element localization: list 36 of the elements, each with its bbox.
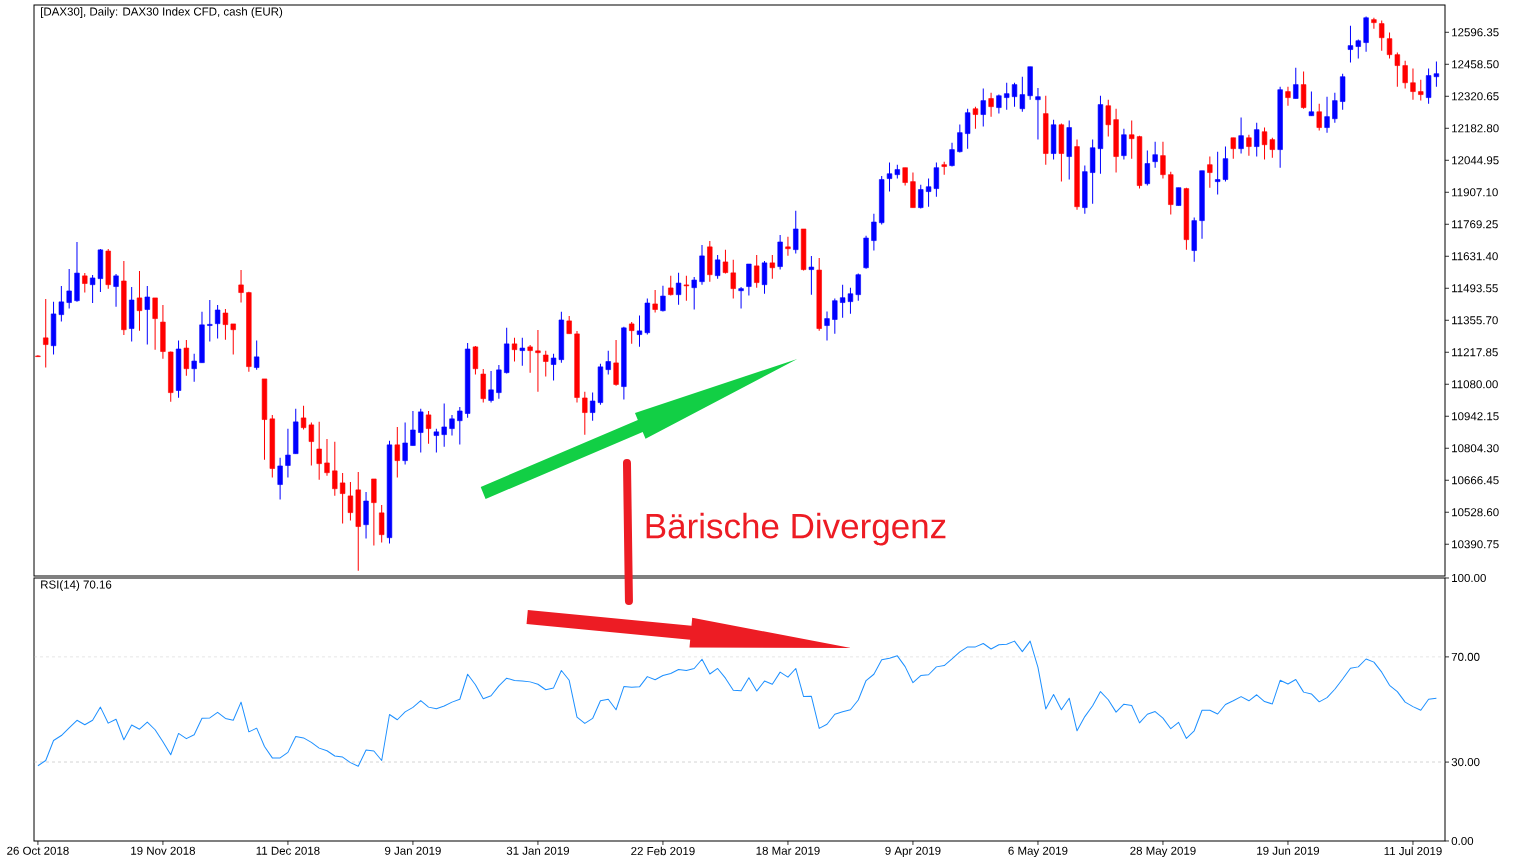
- x-tick-label: 9 Jan 2019: [385, 846, 441, 855]
- y-tick-label: 12458.50: [1452, 60, 1499, 69]
- y-tick-label: 11631.40: [1452, 252, 1498, 261]
- y-tick-label: 12596.35: [1452, 28, 1499, 37]
- chart-title: RSI(14) 70.16: [41, 580, 112, 591]
- x-tick-label: 6 May 2019: [1008, 846, 1068, 858]
- y-tick-label: 30.00: [1451, 758, 1480, 767]
- annotation: Bärische Divergenz: [646, 512, 946, 546]
- y-tick-label: 70.00: [1451, 652, 1480, 661]
- y-tick-label: 12320.65: [1452, 92, 1499, 101]
- x-tick-label: 26 Oct 2018: [7, 846, 69, 855]
- y-tick-label: 11355.70: [1452, 316, 1498, 325]
- y-tick-label: 10666.45: [1452, 476, 1499, 485]
- y-tick-label: 100.00: [1452, 573, 1486, 583]
- x-tick-label: 31 Jan 2019: [506, 846, 570, 855]
- y-tick-label: 10528.60: [1452, 508, 1499, 517]
- y-tick-label: 10942.15: [1452, 412, 1499, 421]
- y-tick-label: 10390.75: [1452, 540, 1499, 549]
- y-tick-label: 10804.30: [1452, 444, 1499, 453]
- x-tick-label: 11 Dec 2018: [256, 846, 320, 855]
- x-tick-label: 18 Mar 2019: [756, 846, 820, 855]
- x-tick-label: 11 Jul 2019: [1384, 846, 1442, 856]
- y-tick-label: 11080.00: [1452, 380, 1498, 389]
- y-tick-label: 12182.80: [1452, 124, 1499, 133]
- y-tick-label: 11217.85: [1452, 348, 1498, 357]
- x-tick-label: 19 Jun 2019: [1257, 846, 1320, 855]
- x-tick-label: 19 Nov 2018: [131, 846, 196, 855]
- x-tick-label: 28 May 2019: [1130, 846, 1196, 858]
- y-tick-label: 11769.25: [1452, 220, 1498, 229]
- y-tick-label: 11493.55: [1452, 284, 1498, 293]
- y-tick-label: 11907.10: [1452, 188, 1498, 197]
- y-tick-label: 0.00: [1451, 836, 1474, 846]
- chart-title: [DAX30], Daily: DAX30 Index CFD, cash (EUR): [41, 7, 283, 18]
- y-tick-label: 12044.95: [1452, 156, 1499, 165]
- x-tick-label: 9 Apr 2019: [885, 846, 941, 858]
- x-tick-label: 22 Feb 2019: [631, 846, 695, 856]
